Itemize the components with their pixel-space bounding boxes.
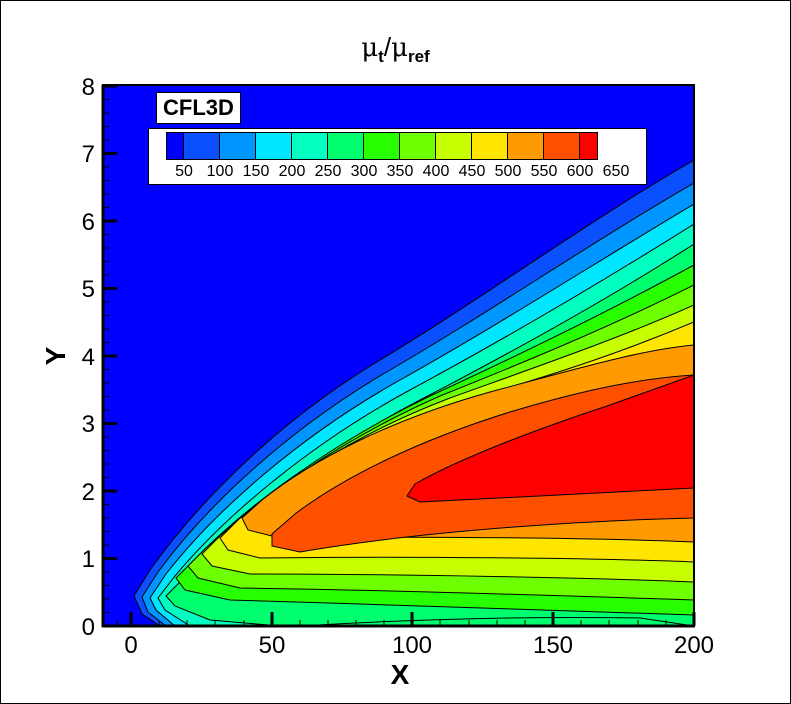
y-minor-ticks bbox=[103, 99, 109, 613]
legend-label-500: 500 bbox=[494, 163, 522, 180]
title-sub-t: t bbox=[378, 47, 384, 67]
x-axis-title: X bbox=[391, 659, 410, 690]
y-tick-2: 2 bbox=[82, 479, 95, 506]
legend-swatch-100 bbox=[184, 133, 220, 159]
legend-swatch-650 bbox=[580, 133, 597, 159]
y-tick-8: 8 bbox=[82, 74, 95, 101]
legend-swatch-400 bbox=[400, 133, 436, 159]
chart-title: μt/μref bbox=[0, 32, 791, 67]
y-major-ticks bbox=[103, 84, 117, 628]
x-tick-200: 200 bbox=[674, 632, 714, 659]
y-tick-6: 6 bbox=[82, 209, 95, 236]
solver-label: CFL3D bbox=[156, 92, 241, 124]
title-slash: / bbox=[383, 32, 392, 62]
legend-swatch-600 bbox=[544, 133, 580, 159]
title-sub-ref: ref bbox=[407, 47, 430, 67]
y-tick-3: 3 bbox=[82, 411, 95, 438]
legend-swatch-250 bbox=[292, 133, 328, 159]
x-tick-150: 150 bbox=[533, 632, 573, 659]
title-mu: μ bbox=[361, 33, 379, 63]
legend-swatch-500 bbox=[472, 133, 508, 159]
contour-legend: 50 100 150 200 250 300 350 400 450 500 5… bbox=[148, 128, 647, 185]
legend-label-550: 550 bbox=[530, 163, 558, 180]
legend-swatch-350 bbox=[364, 133, 400, 159]
y-axis-title: Y bbox=[40, 346, 71, 365]
legend-label-450: 450 bbox=[458, 163, 486, 180]
legend-label-300: 300 bbox=[350, 163, 378, 180]
legend-label-100: 100 bbox=[206, 163, 234, 180]
legend-colorbar bbox=[166, 132, 598, 160]
x-major-ticks bbox=[129, 612, 696, 626]
legend-swatch-450 bbox=[436, 133, 472, 159]
legend-label-400: 400 bbox=[422, 163, 450, 180]
y-tick-labels: 0 1 2 3 4 5 6 7 8 bbox=[82, 74, 95, 641]
legend-label-150: 150 bbox=[242, 163, 270, 180]
legend-label-250: 250 bbox=[314, 163, 342, 180]
y-tick-4: 4 bbox=[82, 344, 95, 371]
title-mu-ref: μ bbox=[391, 33, 408, 63]
legend-swatch-200 bbox=[256, 133, 292, 159]
y-tick-7: 7 bbox=[82, 141, 95, 168]
x-tick-50: 50 bbox=[259, 632, 286, 659]
legend-label-650: 650 bbox=[602, 163, 630, 180]
x-tick-100: 100 bbox=[392, 632, 432, 659]
legend-label-200: 200 bbox=[278, 163, 306, 180]
legend-label-600: 600 bbox=[566, 163, 594, 180]
y-tick-5: 5 bbox=[82, 276, 95, 303]
legend-label-50: 50 bbox=[175, 163, 193, 180]
legend-swatch-550 bbox=[508, 133, 544, 159]
y-tick-1: 1 bbox=[82, 546, 95, 573]
legend-swatch-50 bbox=[167, 133, 184, 159]
x-minor-ticks bbox=[116, 620, 667, 626]
legend-swatch-300 bbox=[328, 133, 364, 159]
legend-label-350: 350 bbox=[386, 163, 414, 180]
x-tick-0: 0 bbox=[124, 632, 137, 659]
legend-labels: 50 100 150 200 250 300 350 400 450 500 5… bbox=[149, 163, 646, 183]
y-tick-0: 0 bbox=[82, 614, 95, 641]
x-tick-labels: 0 50 100 150 200 bbox=[124, 632, 714, 659]
legend-swatch-150 bbox=[220, 133, 256, 159]
